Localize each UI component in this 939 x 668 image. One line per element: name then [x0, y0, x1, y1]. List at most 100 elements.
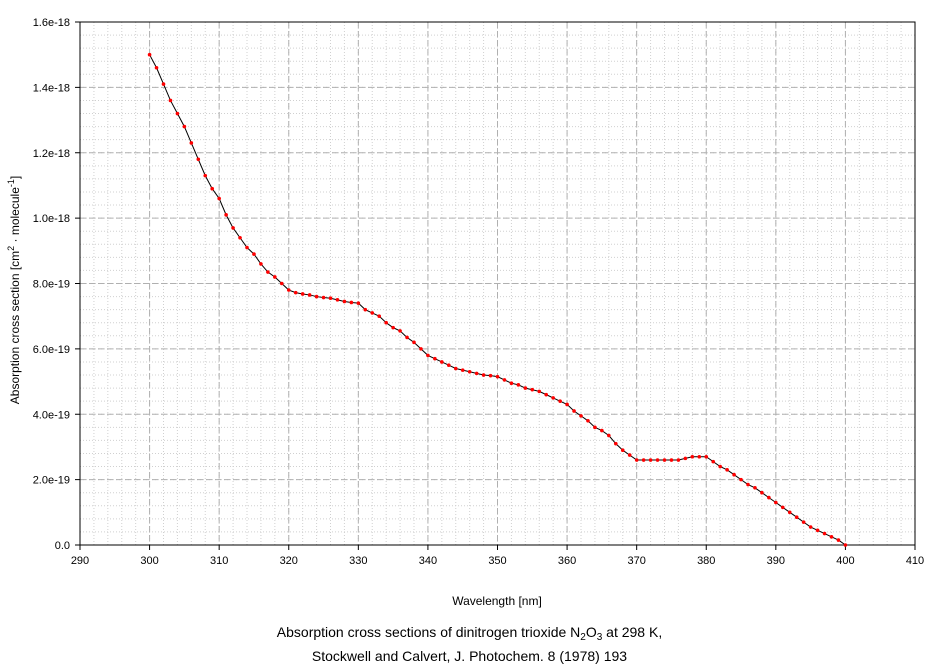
data-point	[704, 454, 709, 459]
data-point	[815, 528, 820, 533]
data-point	[307, 293, 312, 297]
data-point	[502, 378, 507, 382]
x-tick-label: 350	[488, 555, 506, 567]
data-point	[544, 392, 549, 397]
data-point	[600, 428, 604, 433]
data-point	[259, 262, 263, 266]
x-tick-label: 320	[280, 555, 298, 567]
data-point	[238, 235, 242, 240]
data-point	[565, 402, 569, 407]
data-point	[356, 301, 361, 305]
data-point	[412, 340, 416, 345]
data-point	[446, 363, 451, 368]
y-axis-label-sup2: -1	[6, 179, 16, 187]
data-point	[440, 360, 444, 364]
data-point	[495, 374, 500, 379]
y-axis-label-prefix: Absorption cross section [cm	[8, 251, 22, 404]
data-point	[342, 299, 347, 304]
x-axis-label: Wavelength [nm]	[452, 594, 542, 608]
data-point	[530, 387, 535, 392]
x-tick-label: 330	[349, 555, 367, 567]
y-axis-label: Absorption cross section [cm2 · molecule…	[6, 176, 22, 404]
data-point	[293, 290, 298, 295]
data-point	[787, 510, 792, 515]
data-point	[467, 369, 472, 374]
data-point	[266, 270, 270, 274]
data-point	[774, 500, 778, 505]
data-point	[419, 347, 423, 351]
data-point	[231, 226, 235, 230]
data-point	[377, 314, 382, 318]
data-point	[767, 495, 771, 500]
data-point	[662, 458, 667, 462]
data-point	[398, 329, 402, 333]
data-point	[426, 353, 430, 358]
data-point	[516, 383, 521, 387]
data-point	[453, 366, 458, 371]
caption-mid: O	[585, 624, 597, 640]
data-point	[732, 472, 736, 477]
data-point	[286, 288, 291, 292]
data-point	[245, 245, 249, 250]
data-point	[780, 505, 785, 510]
y-tick-label: 2.0e-19	[33, 475, 70, 487]
data-point	[808, 525, 813, 529]
data-point	[273, 275, 277, 279]
data-point	[683, 456, 688, 461]
y-tick-label: 8.0e-19	[33, 279, 70, 291]
data-point	[627, 453, 632, 457]
data-point	[669, 458, 674, 462]
data-point	[335, 298, 340, 302]
data-point	[523, 386, 528, 390]
data-point	[405, 335, 409, 340]
x-tick-labels: 290 300 310 320 330 340 350 360 370 380 390 400 410	[71, 555, 924, 567]
x-tick-label: 340	[419, 555, 437, 567]
series-line	[149, 54, 846, 546]
data-point	[474, 371, 479, 376]
data-point	[168, 98, 173, 103]
data-point	[210, 186, 215, 191]
data-point	[203, 173, 208, 178]
caption-suffix: at 298 K,	[602, 624, 663, 640]
x-tick-label: 380	[697, 555, 715, 567]
data-point	[460, 368, 465, 372]
data-point	[586, 418, 590, 423]
x-tick-label: 370	[627, 555, 645, 567]
data-point	[300, 292, 305, 296]
data-point	[537, 389, 542, 394]
data-point	[182, 124, 187, 129]
x-tick-label: 310	[210, 555, 228, 567]
data-point	[739, 477, 743, 482]
data-point	[579, 414, 583, 418]
data-point	[822, 531, 827, 536]
data-point	[718, 464, 722, 469]
caption-sub-2: 3	[596, 632, 603, 643]
data-point	[252, 252, 256, 256]
data-point	[829, 535, 834, 539]
data-point	[217, 196, 221, 201]
data-point	[725, 468, 729, 472]
data-point	[836, 538, 841, 542]
axis-ticks	[75, 21, 916, 550]
data-point	[641, 458, 646, 462]
data-point	[433, 356, 437, 361]
data-point	[328, 296, 333, 301]
x-tick-label: 290	[71, 555, 89, 567]
data-point	[147, 52, 152, 57]
y-tick-label: 1.0e-18	[33, 213, 70, 225]
data-point	[676, 458, 681, 462]
data-point	[655, 458, 660, 462]
data-point	[175, 111, 180, 116]
y-axis-label-mid: · molecule	[8, 187, 22, 246]
data-point	[481, 373, 486, 377]
x-tick-label: 400	[836, 555, 854, 567]
data-point	[558, 399, 562, 403]
data-point	[613, 441, 618, 446]
data-point	[607, 433, 611, 438]
data-point	[690, 454, 695, 459]
data-point	[634, 458, 639, 462]
caption-line-1: Absorption cross sections of dinitrogen …	[0, 624, 939, 643]
data-point	[593, 425, 597, 430]
data-point	[509, 381, 514, 385]
data-point	[370, 311, 375, 315]
